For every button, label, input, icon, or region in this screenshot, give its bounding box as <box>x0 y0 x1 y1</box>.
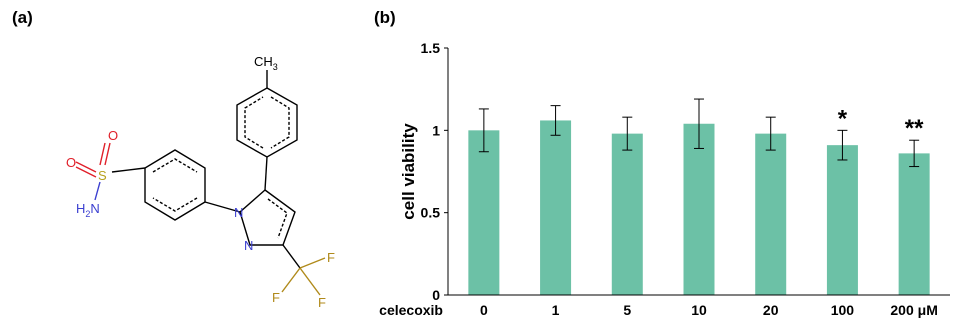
bars-group <box>468 120 930 295</box>
significance-marker-6: ** <box>905 115 924 142</box>
y-tick-label: 1.5 <box>421 40 441 56</box>
atom-labels: CH3 S O O H2N N N F F F <box>66 54 335 310</box>
x-ticks-group: 0 1 5 10 20 100 200 μM <box>480 302 938 318</box>
pyrazole-ring <box>239 189 296 246</box>
y-tick-label: 0.5 <box>421 205 441 221</box>
panel-label-a: (a) <box>12 8 33 27</box>
bar-6 <box>898 153 930 295</box>
x-tick-label: 200 μM <box>890 302 937 318</box>
y-tick-label: 0 <box>432 287 440 303</box>
atom-nh2: H2N <box>76 201 100 219</box>
bar-2 <box>611 133 643 295</box>
atom-sulfur: S <box>98 168 107 183</box>
aryl-sulfur-bond <box>111 167 146 173</box>
cf3-bond <box>282 244 301 269</box>
bar-5 <box>826 145 858 295</box>
bar-3 <box>683 123 715 295</box>
n-aryl-bond <box>204 201 241 213</box>
atom-f2: F <box>318 295 326 310</box>
x-tick-label: 100 <box>831 302 855 318</box>
tolyl-pyrazole-bond <box>264 156 268 191</box>
bonds <box>75 70 326 296</box>
bar-0 <box>468 130 500 295</box>
y-axis-label: cell viability <box>399 123 418 220</box>
atom-oxygen-1: O <box>108 128 118 143</box>
error-bars-group <box>478 98 920 168</box>
tolyl-aromatic-dash <box>270 96 290 149</box>
atom-n1: N <box>234 205 243 220</box>
x-tick-label: 10 <box>691 302 707 318</box>
x-tick-label: 1 <box>552 302 560 318</box>
celecoxib-structure: CH3 S O O H2N N N F F F <box>66 54 335 310</box>
x-tick-label: 5 <box>623 302 631 318</box>
y-tick-label: 1 <box>432 122 440 138</box>
y-ticks-group: 0 0.5 1 1.5 <box>421 40 448 303</box>
x-tick-label: 0 <box>480 302 488 318</box>
bar-4 <box>755 133 787 295</box>
atom-f1: F <box>327 250 335 265</box>
significance-marker-5: * <box>838 105 848 132</box>
panel-label-b: (b) <box>374 8 396 27</box>
atom-ch3: CH3 <box>254 54 278 72</box>
atom-f3: F <box>272 290 280 305</box>
atom-oxygen-2: O <box>66 155 76 170</box>
bar-1 <box>540 120 572 295</box>
atom-n2: N <box>244 238 253 253</box>
x-tick-label: 20 <box>763 302 779 318</box>
x-axis-label: celecoxib <box>379 302 443 318</box>
significance-group: * ** <box>838 105 924 142</box>
